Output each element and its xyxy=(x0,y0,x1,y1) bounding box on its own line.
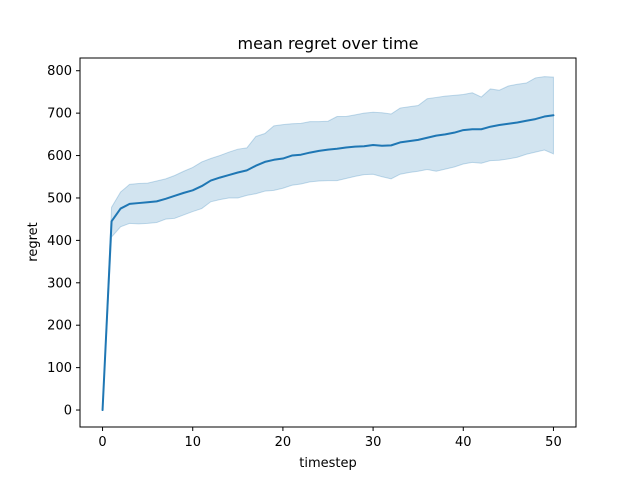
y-tick-label: 500 xyxy=(47,191,72,206)
y-tick-label: 700 xyxy=(47,107,72,122)
y-tick-label: 600 xyxy=(47,149,72,164)
y-tick-label: 0 xyxy=(64,404,72,419)
y-tick-label: 200 xyxy=(47,319,72,334)
y-tick-label: 400 xyxy=(47,234,72,249)
y-tick-label: 800 xyxy=(47,64,72,79)
x-axis-label: timestep xyxy=(299,456,357,471)
x-axis: 0 10 20 30 40 50 xyxy=(98,427,562,450)
x-tick-label: 50 xyxy=(545,435,562,450)
y-tick-label: 300 xyxy=(47,276,72,291)
x-tick-label: 40 xyxy=(455,435,472,450)
x-tick-label: 20 xyxy=(275,435,292,450)
y-axis-label: regret xyxy=(26,222,41,261)
axes-frame xyxy=(79,57,577,428)
y-tick-label: 100 xyxy=(47,361,72,376)
chart-title: mean regret over time xyxy=(237,34,418,53)
x-tick-label: 0 xyxy=(98,435,106,450)
plot-area xyxy=(101,76,555,412)
x-tick-label: 30 xyxy=(365,435,382,450)
y-axis: 0 100 200 300 400 500 600 700 800 xyxy=(47,64,80,419)
x-tick-label: 10 xyxy=(184,435,201,450)
mean-line-0 xyxy=(101,114,555,412)
